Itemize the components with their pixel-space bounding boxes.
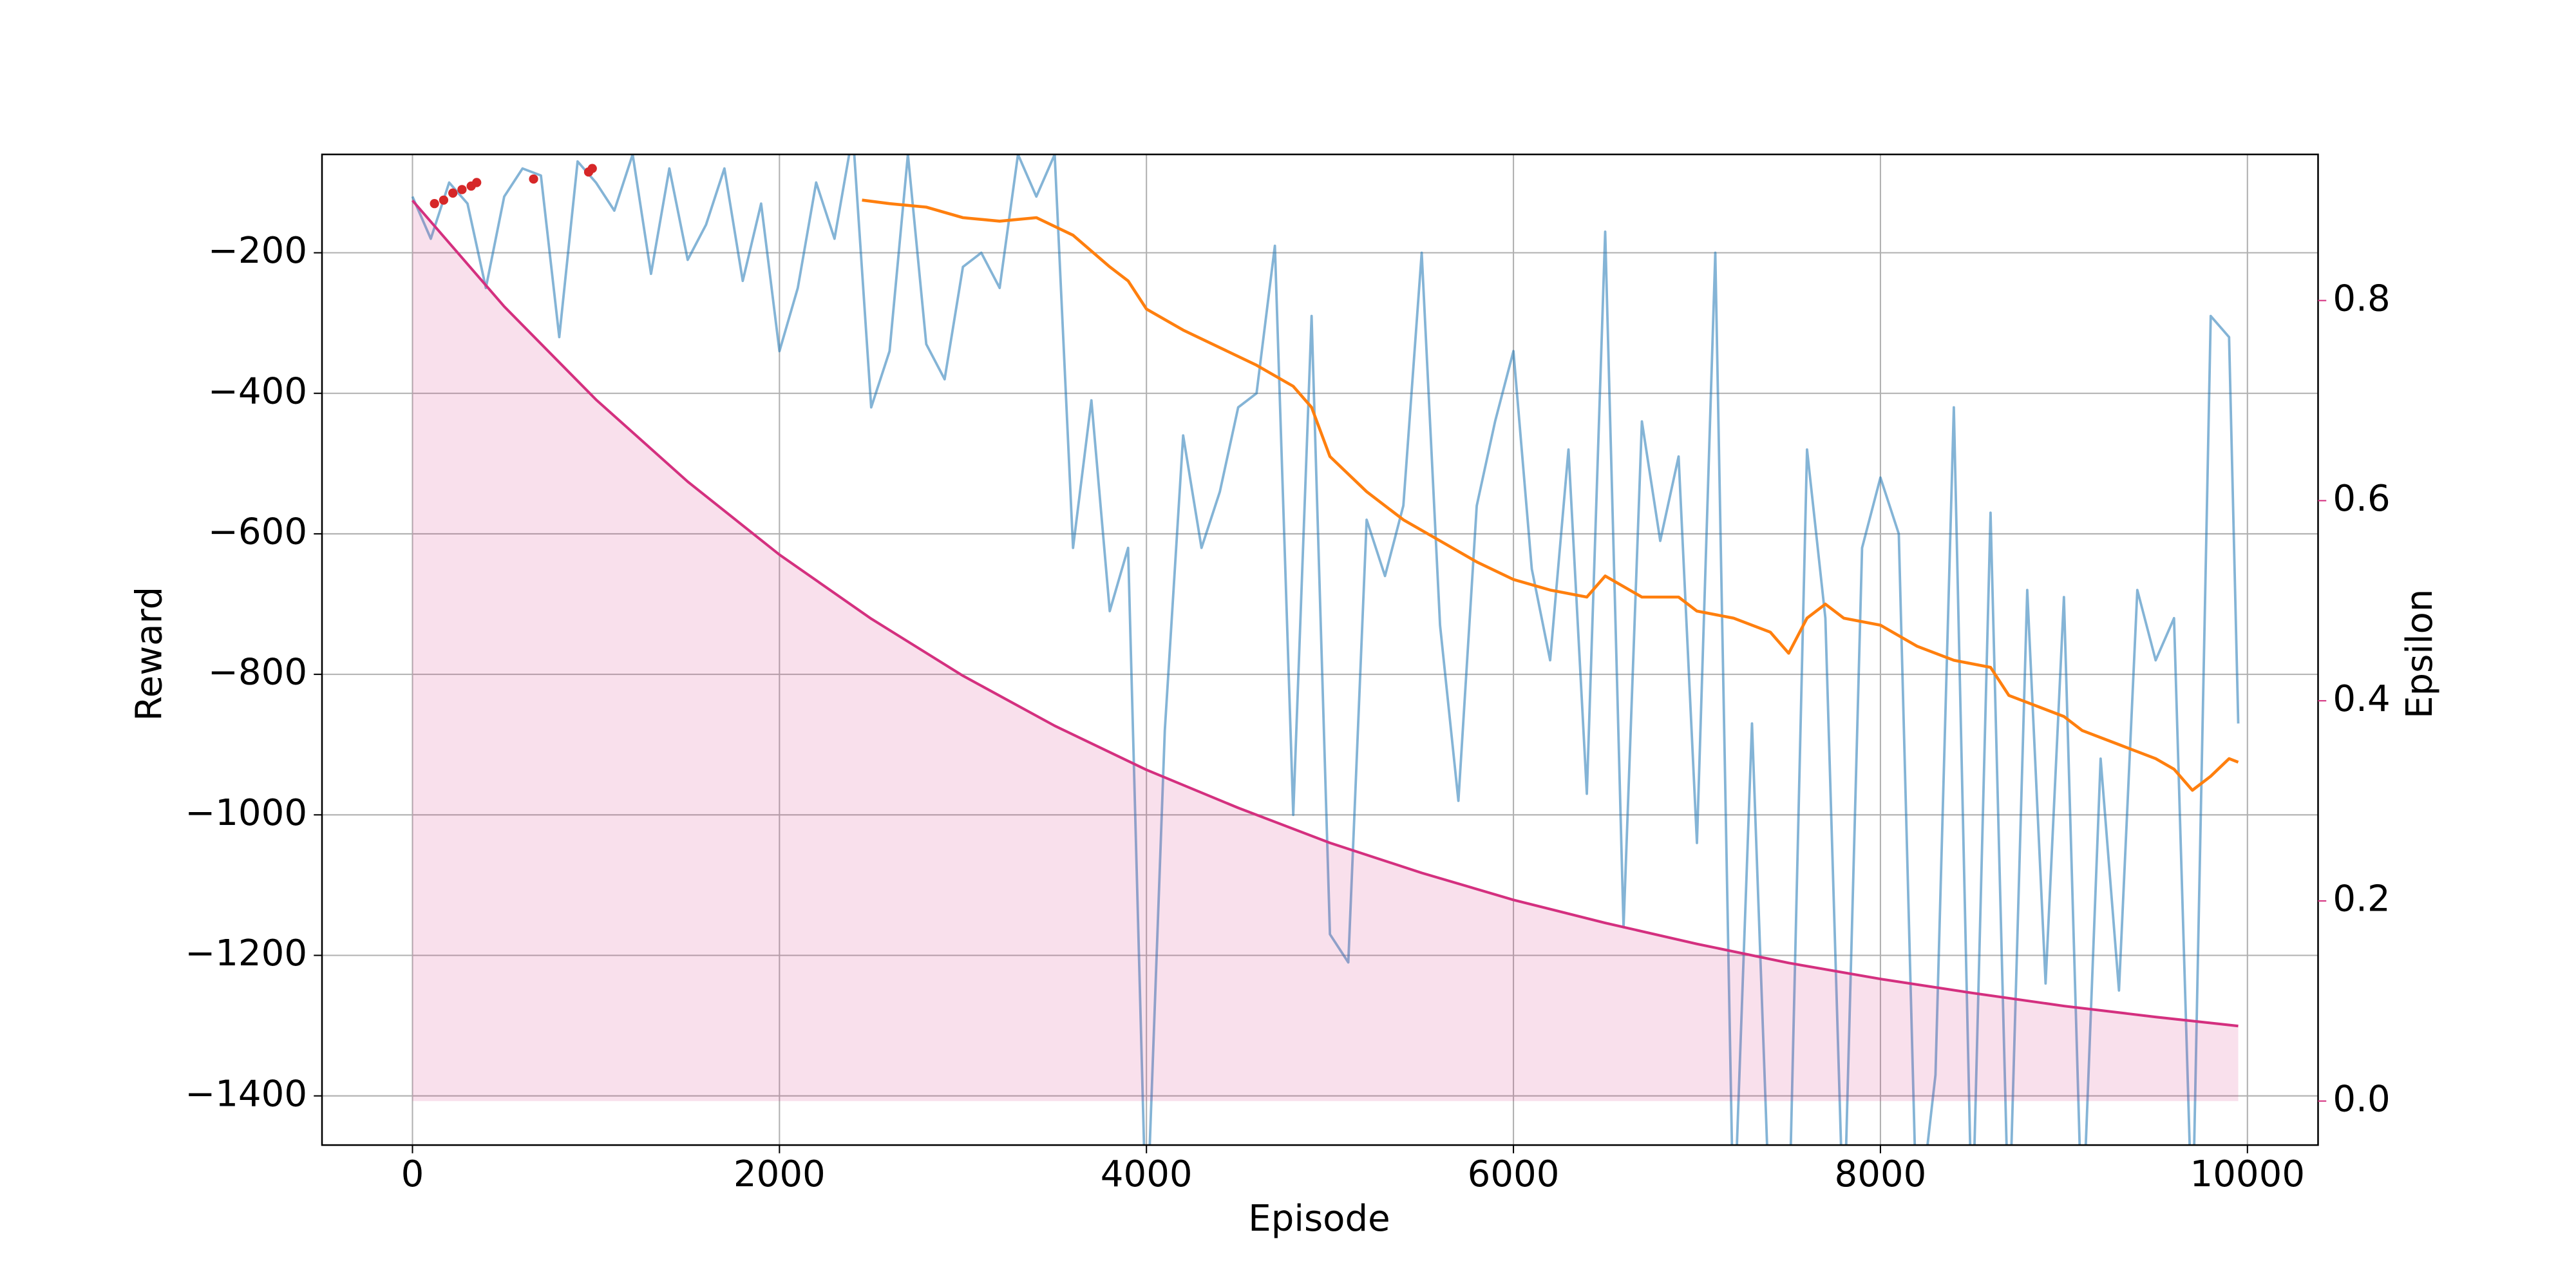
x-tick-label: 0 [401, 1153, 424, 1195]
point [587, 164, 597, 173]
line [411, 154, 2240, 1146]
x-tick-label: 10000 [2190, 1153, 2306, 1195]
y-tick-label: −1400 [185, 1073, 307, 1115]
line [862, 198, 2239, 792]
point [529, 174, 538, 184]
x-tick-label: 4000 [1101, 1153, 1193, 1195]
point [430, 199, 439, 209]
y-tick-label: −1200 [185, 933, 307, 974]
x-tick-label: 8000 [1835, 1153, 1927, 1195]
point [439, 195, 449, 205]
y2-tick-label: 0.6 [2333, 478, 2390, 520]
y-tick-label: −1000 [185, 792, 307, 834]
plot-area [411, 154, 2240, 1146]
point [448, 188, 458, 198]
y-tick-label: −200 [208, 230, 307, 272]
y-tick-label: −600 [208, 511, 307, 553]
y2-tick-label: 0.8 [2333, 278, 2390, 319]
line [411, 199, 2239, 1028]
y2-tick-label: 0.0 [2333, 1078, 2390, 1120]
point [457, 185, 467, 194]
x-tick-label: 6000 [1468, 1153, 1560, 1195]
plot-frame [321, 153, 2319, 1146]
y-axis-label: Reward [128, 587, 170, 721]
x-axis-label: Episode [1248, 1198, 1390, 1240]
y-tick-label: −800 [208, 652, 307, 694]
y2-axis-label: Epsilon [2399, 589, 2441, 719]
area [412, 200, 2239, 1101]
y2-tick-label: 0.2 [2333, 878, 2390, 920]
x-tick-label: 2000 [734, 1153, 826, 1195]
y2-tick-label: 0.4 [2333, 678, 2390, 720]
point [472, 178, 482, 187]
y-tick-label: −400 [208, 370, 307, 412]
